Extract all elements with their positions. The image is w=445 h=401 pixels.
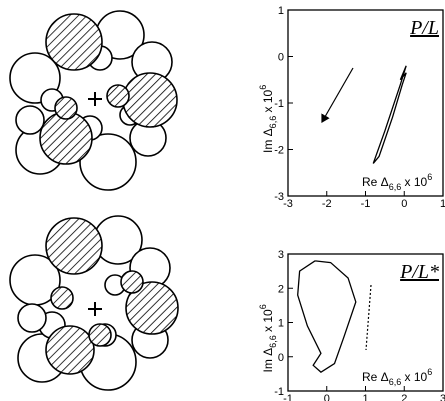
y-tick-label: 3 <box>278 249 284 261</box>
x-axis-label-text: Re Δ <box>362 370 389 384</box>
y-axis-label-sup: 6 <box>258 304 268 309</box>
y-tick-label: -2 <box>274 145 284 157</box>
y-tick-label: -1 <box>274 386 284 398</box>
x-axis-label-text: Re Δ <box>362 175 389 189</box>
y-tick-label: 0 <box>278 52 284 64</box>
x-tick-label: 3 <box>440 393 445 401</box>
x-tick-label: 2 <box>401 393 407 401</box>
x-tick-label: 1 <box>362 393 368 401</box>
x-axis-label-sup: 6 <box>427 367 432 377</box>
y-tick-label: -1 <box>274 98 284 110</box>
y-tick-label: 1 <box>278 318 284 330</box>
data-line <box>297 260 357 373</box>
dotted-axis <box>365 284 372 351</box>
y-axis-label-sub: 6,6 <box>268 116 278 129</box>
y-axis-label-mid: x 10 <box>261 89 275 115</box>
y-axis-label-text: Im Δ <box>261 348 275 373</box>
y-tick-label: -3 <box>274 191 284 203</box>
x-tick-label: -1 <box>283 393 293 401</box>
y-tick-label: 0 <box>278 352 284 364</box>
y-axis-label: Im Δ6,6 x 106 <box>258 304 278 372</box>
x-axis-label-sup: 6 <box>427 172 432 182</box>
data-line <box>372 65 407 164</box>
x-axis-label: Re Δ6,6 x 106 <box>362 367 432 387</box>
x-tick-label: -3 <box>283 198 293 210</box>
x-axis-label-sub: 6,6 <box>389 182 402 192</box>
particle-ring-bottom <box>9 215 179 391</box>
x-tick-label: 1 <box>440 198 445 210</box>
y-axis-label-sub: 6,6 <box>268 335 278 348</box>
x-axis-label-mid: x 10 <box>401 370 427 384</box>
x-tick-label: -1 <box>361 198 371 210</box>
y-tick-label: 1 <box>278 5 284 17</box>
x-axis-label-mid: x 10 <box>401 175 427 189</box>
x-tick-label: 0 <box>401 198 407 210</box>
y-axis-label-text: Im Δ <box>261 128 275 153</box>
trend-arrow <box>321 67 354 124</box>
panel-title: P/L <box>409 17 439 39</box>
x-axis-label-sub: 6,6 <box>389 377 402 387</box>
x-axis-label: Re Δ6,6 x 106 <box>362 172 432 192</box>
y-tick-label: 2 <box>278 283 284 295</box>
y-axis-label-sup: 6 <box>258 85 268 90</box>
x-tick-label: 0 <box>324 393 330 401</box>
x-tick-label: -2 <box>322 198 332 210</box>
particle-ring-top <box>9 10 178 191</box>
panel-title: P/L* <box>399 261 439 283</box>
y-axis-label: Im Δ6,6 x 106 <box>258 85 278 153</box>
y-axis-label-mid: x 10 <box>261 309 275 335</box>
